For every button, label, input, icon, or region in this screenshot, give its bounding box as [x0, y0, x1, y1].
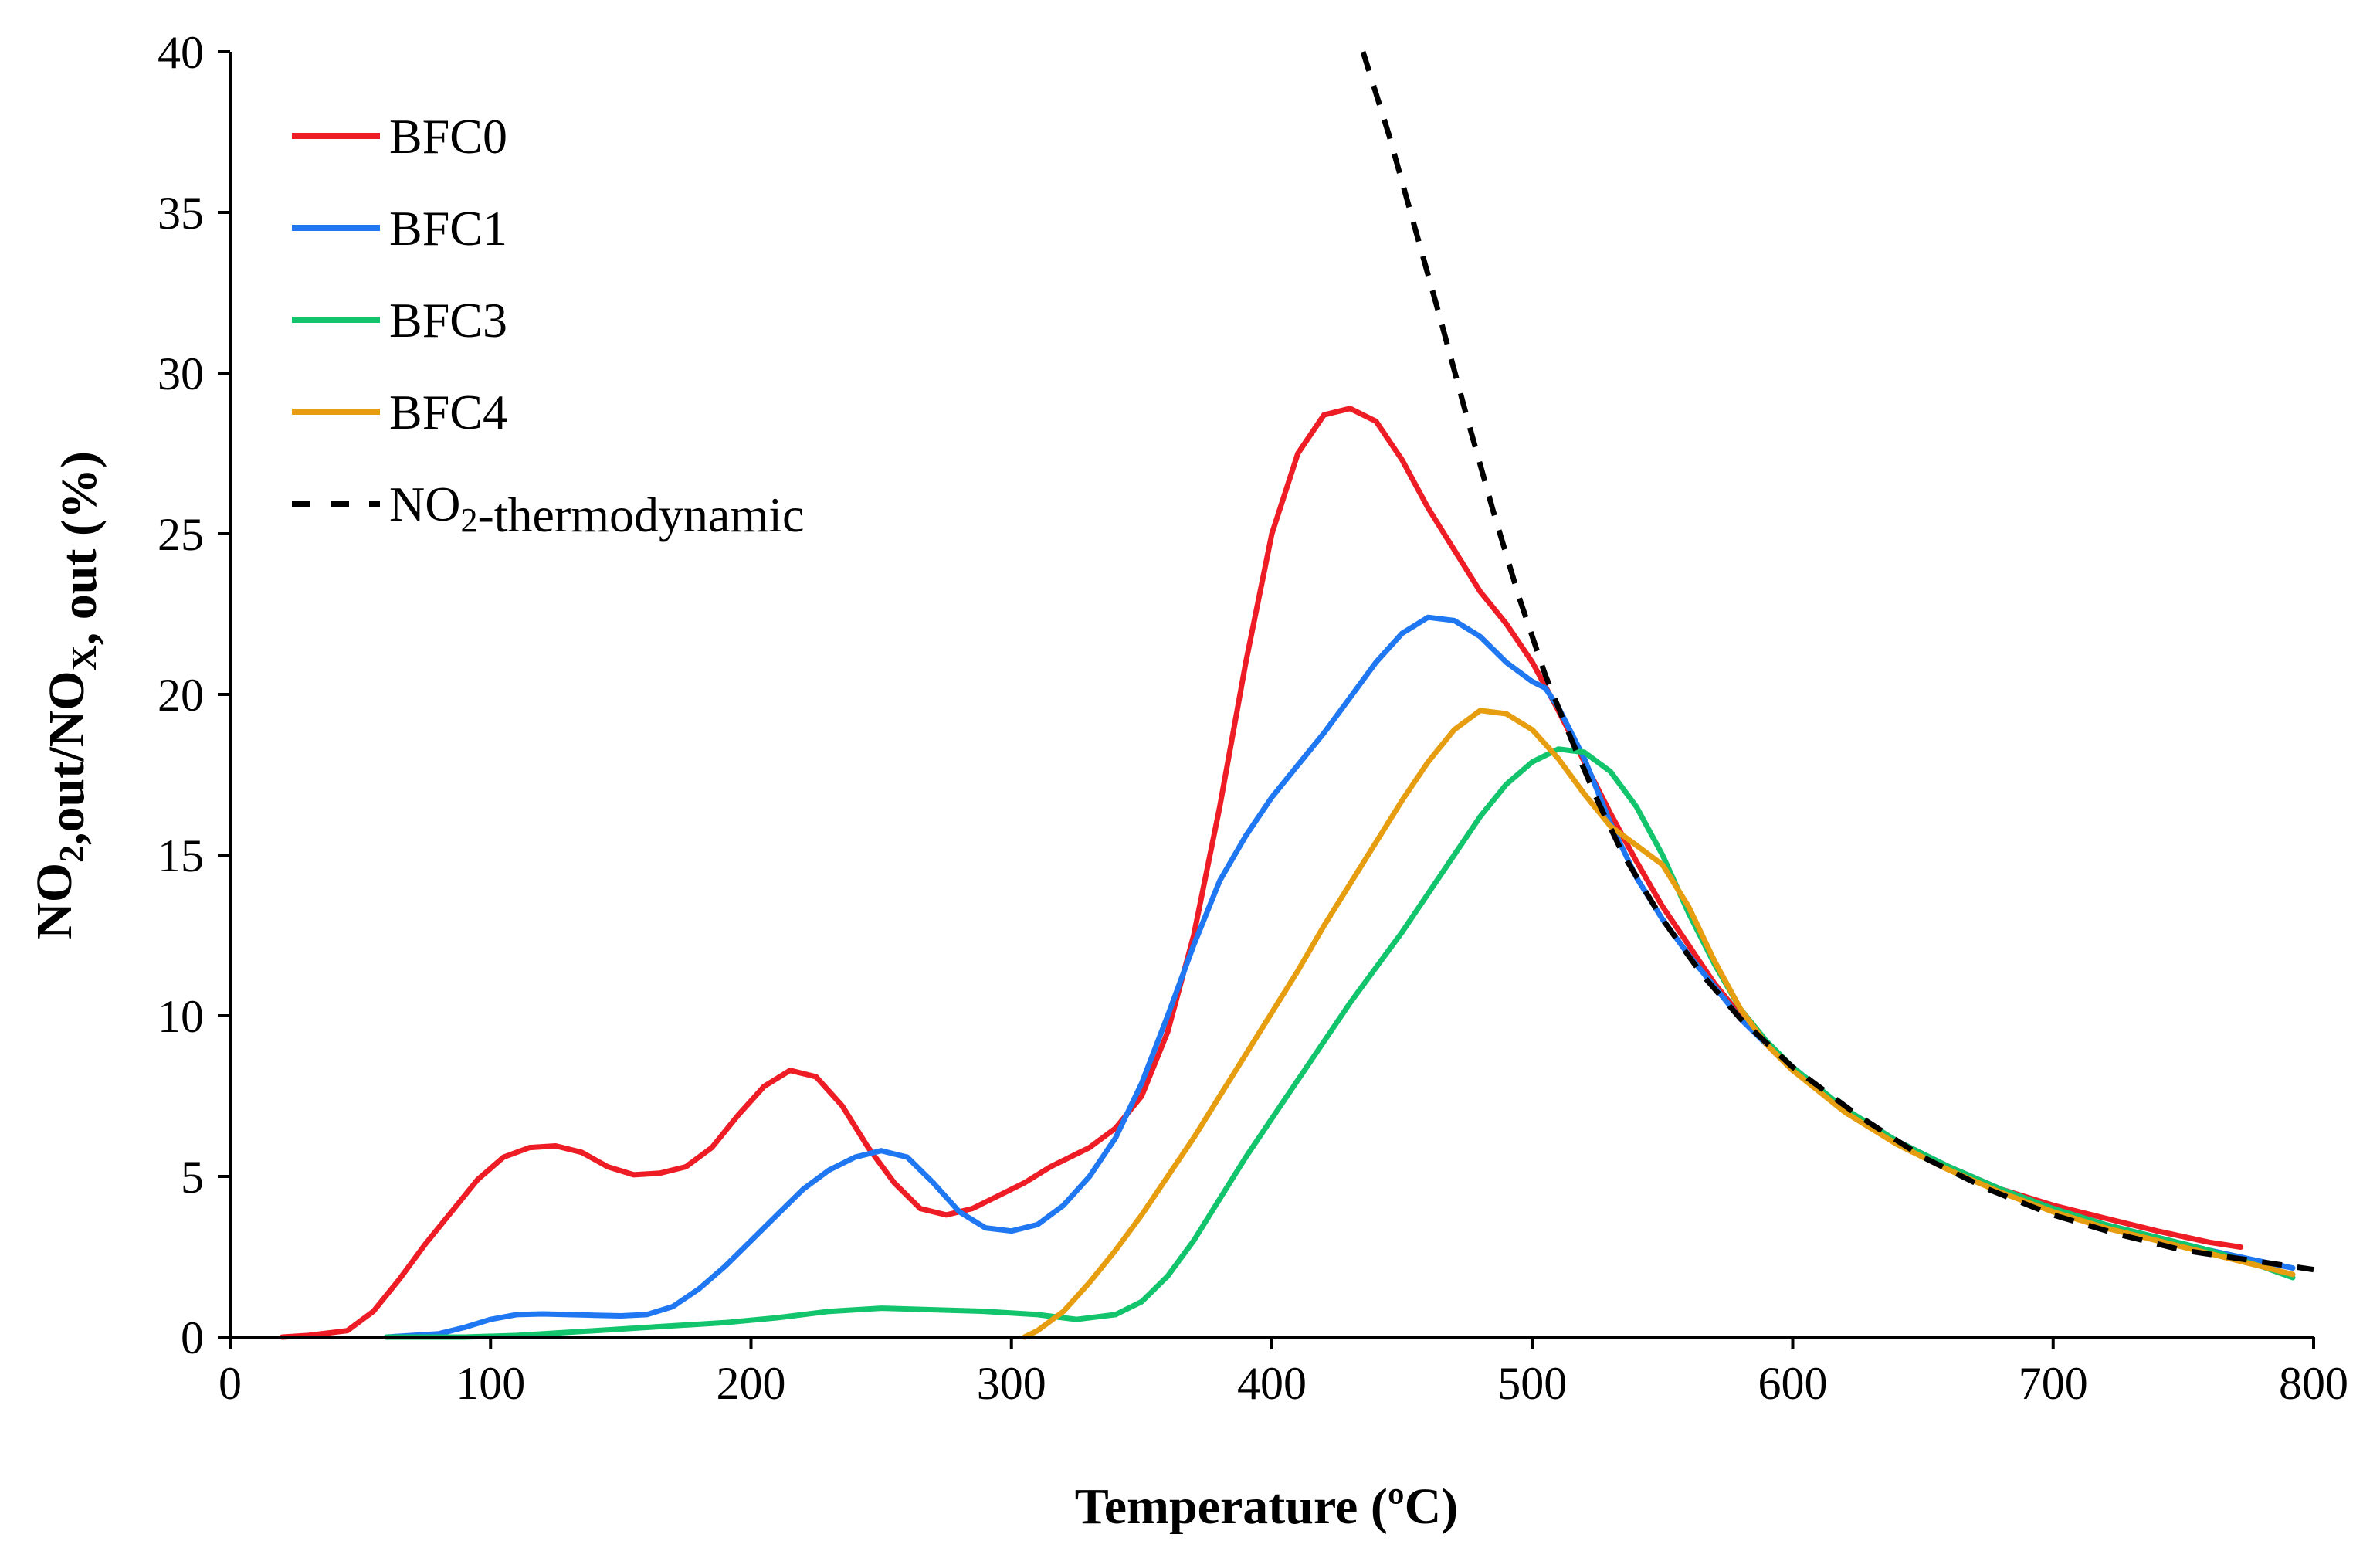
label-text: NO — [389, 477, 460, 531]
y-tick-label: 5 — [181, 1152, 204, 1203]
y-tick-label: 10 — [158, 991, 204, 1042]
series-line-bfc0 — [279, 406, 2244, 1340]
subscript-text: X — [64, 645, 103, 670]
legend-label: BFC4 — [389, 385, 507, 440]
series-line-bfc3 — [383, 746, 2296, 1340]
legend-label: BFC3 — [389, 293, 507, 348]
x-tick-label: 100 — [456, 1358, 525, 1409]
legend-item: BFC0 — [292, 109, 507, 164]
y-tick-label: 15 — [158, 830, 204, 881]
legend-label: BFC0 — [389, 109, 507, 164]
label-text: NO — [26, 863, 83, 939]
label-text: , out (%) — [51, 451, 107, 645]
x-tick-label: 600 — [1758, 1358, 1828, 1409]
series-line-bfc4 — [1022, 708, 2296, 1340]
x-tick-label: 800 — [2279, 1358, 2348, 1409]
legend-label: BFC1 — [389, 201, 507, 256]
series-line-bfc1 — [383, 614, 2296, 1340]
x-tick-label: 200 — [717, 1358, 786, 1409]
x-tick-label: 500 — [1497, 1358, 1567, 1409]
y-tick-label: 0 — [181, 1312, 204, 1363]
x-tick-label: 700 — [2019, 1358, 2088, 1409]
label-text: ,out/NO — [39, 670, 95, 845]
y-tick-label: 35 — [158, 188, 204, 239]
y-axis-title: NO2,out/NOX, out (%) — [26, 451, 107, 939]
legend-item: BFC4 — [292, 385, 507, 440]
label-text: BFC4 — [389, 385, 507, 440]
label-text: BFC0 — [389, 109, 507, 164]
y-tick-label: 40 — [158, 27, 204, 78]
ticks: 0 100 200 300 400 500 600 700 800 0 5 10 15 20 25 30 35 4… — [158, 27, 2348, 1409]
label-text: BFC1 — [389, 201, 507, 256]
label-text: BFC3 — [389, 293, 507, 348]
y-tick-label: 20 — [158, 670, 204, 721]
y-tick-label: 30 — [158, 348, 204, 399]
x-tick-label: 400 — [1237, 1358, 1307, 1409]
plot-area — [279, 50, 2314, 1340]
legend-item: NO2-thermodynamic — [292, 477, 804, 542]
legend-item: BFC3 — [292, 293, 507, 348]
x-tick-label: 0 — [219, 1358, 242, 1409]
legend-label: NO2-thermodynamic — [389, 477, 804, 542]
subscript-text: 2 — [52, 845, 91, 863]
y-tick-label: 25 — [158, 509, 204, 560]
x-axis-title: Temperature (ºC) — [1075, 1478, 1459, 1535]
x-tick-label: 300 — [977, 1358, 1046, 1409]
subscript-text: 2 — [460, 501, 477, 539]
label-text: -thermodynamic — [477, 487, 804, 542]
legend: BFC0 BFC1 BFC3 BFC4 NO2-thermodynamic — [292, 109, 804, 542]
legend-item: BFC1 — [292, 201, 507, 256]
